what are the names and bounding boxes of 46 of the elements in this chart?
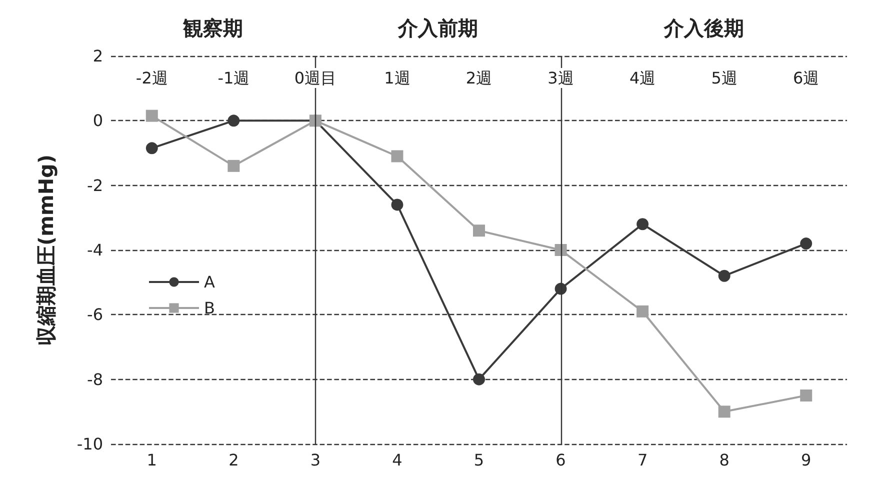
point [228,160,240,172]
point [146,142,158,154]
point [636,305,649,318]
y-tick-label: -4 [87,240,103,260]
point [554,244,567,256]
y-tick-label: -2 [87,176,103,195]
point [473,373,485,386]
x-tick-label: 4 [392,450,402,470]
text: 観察期 [182,16,244,40]
x-tick-label: 8 [719,450,730,470]
point [391,150,404,162]
annotation: 6週 [793,68,820,88]
legend-label: A [204,272,215,292]
x-tick-label: 3 [310,450,321,470]
y-tick-label: 2 [92,46,103,66]
x-tick-label: 6 [556,450,566,470]
point [146,110,158,122]
legend-label: B [204,298,215,318]
annotation: -1週 [218,68,250,88]
x-tick-label: 2 [228,450,239,470]
point [800,390,812,402]
x-tick-label: 1 [146,450,157,470]
text: 介入前期 [397,16,478,40]
annotation: 1週 [384,68,410,88]
x-tick-label: 7 [637,450,648,470]
y-axis-title: 収縮期血圧(mmHg) [34,154,58,346]
annotation: 3週 [548,68,574,88]
point [718,270,730,282]
y-tick-label: -6 [87,305,103,324]
x-tick-label: 5 [474,450,484,470]
annotation: 4週 [629,68,656,88]
y-tick-label: 0 [92,111,103,130]
y-tick-label: -8 [87,370,103,389]
point [636,218,649,230]
annotation: 0週目 [294,68,337,88]
point [391,198,404,211]
text: 介入後期 [662,16,744,40]
y-tick-label: -10 [76,434,103,454]
point [228,114,240,127]
x-tick-label: 9 [801,450,812,470]
annotation: 2週 [466,68,492,88]
annotation: 5週 [711,68,738,88]
annotation: -2週 [136,68,168,88]
point [473,224,485,237]
point [718,406,730,418]
point [800,238,812,250]
